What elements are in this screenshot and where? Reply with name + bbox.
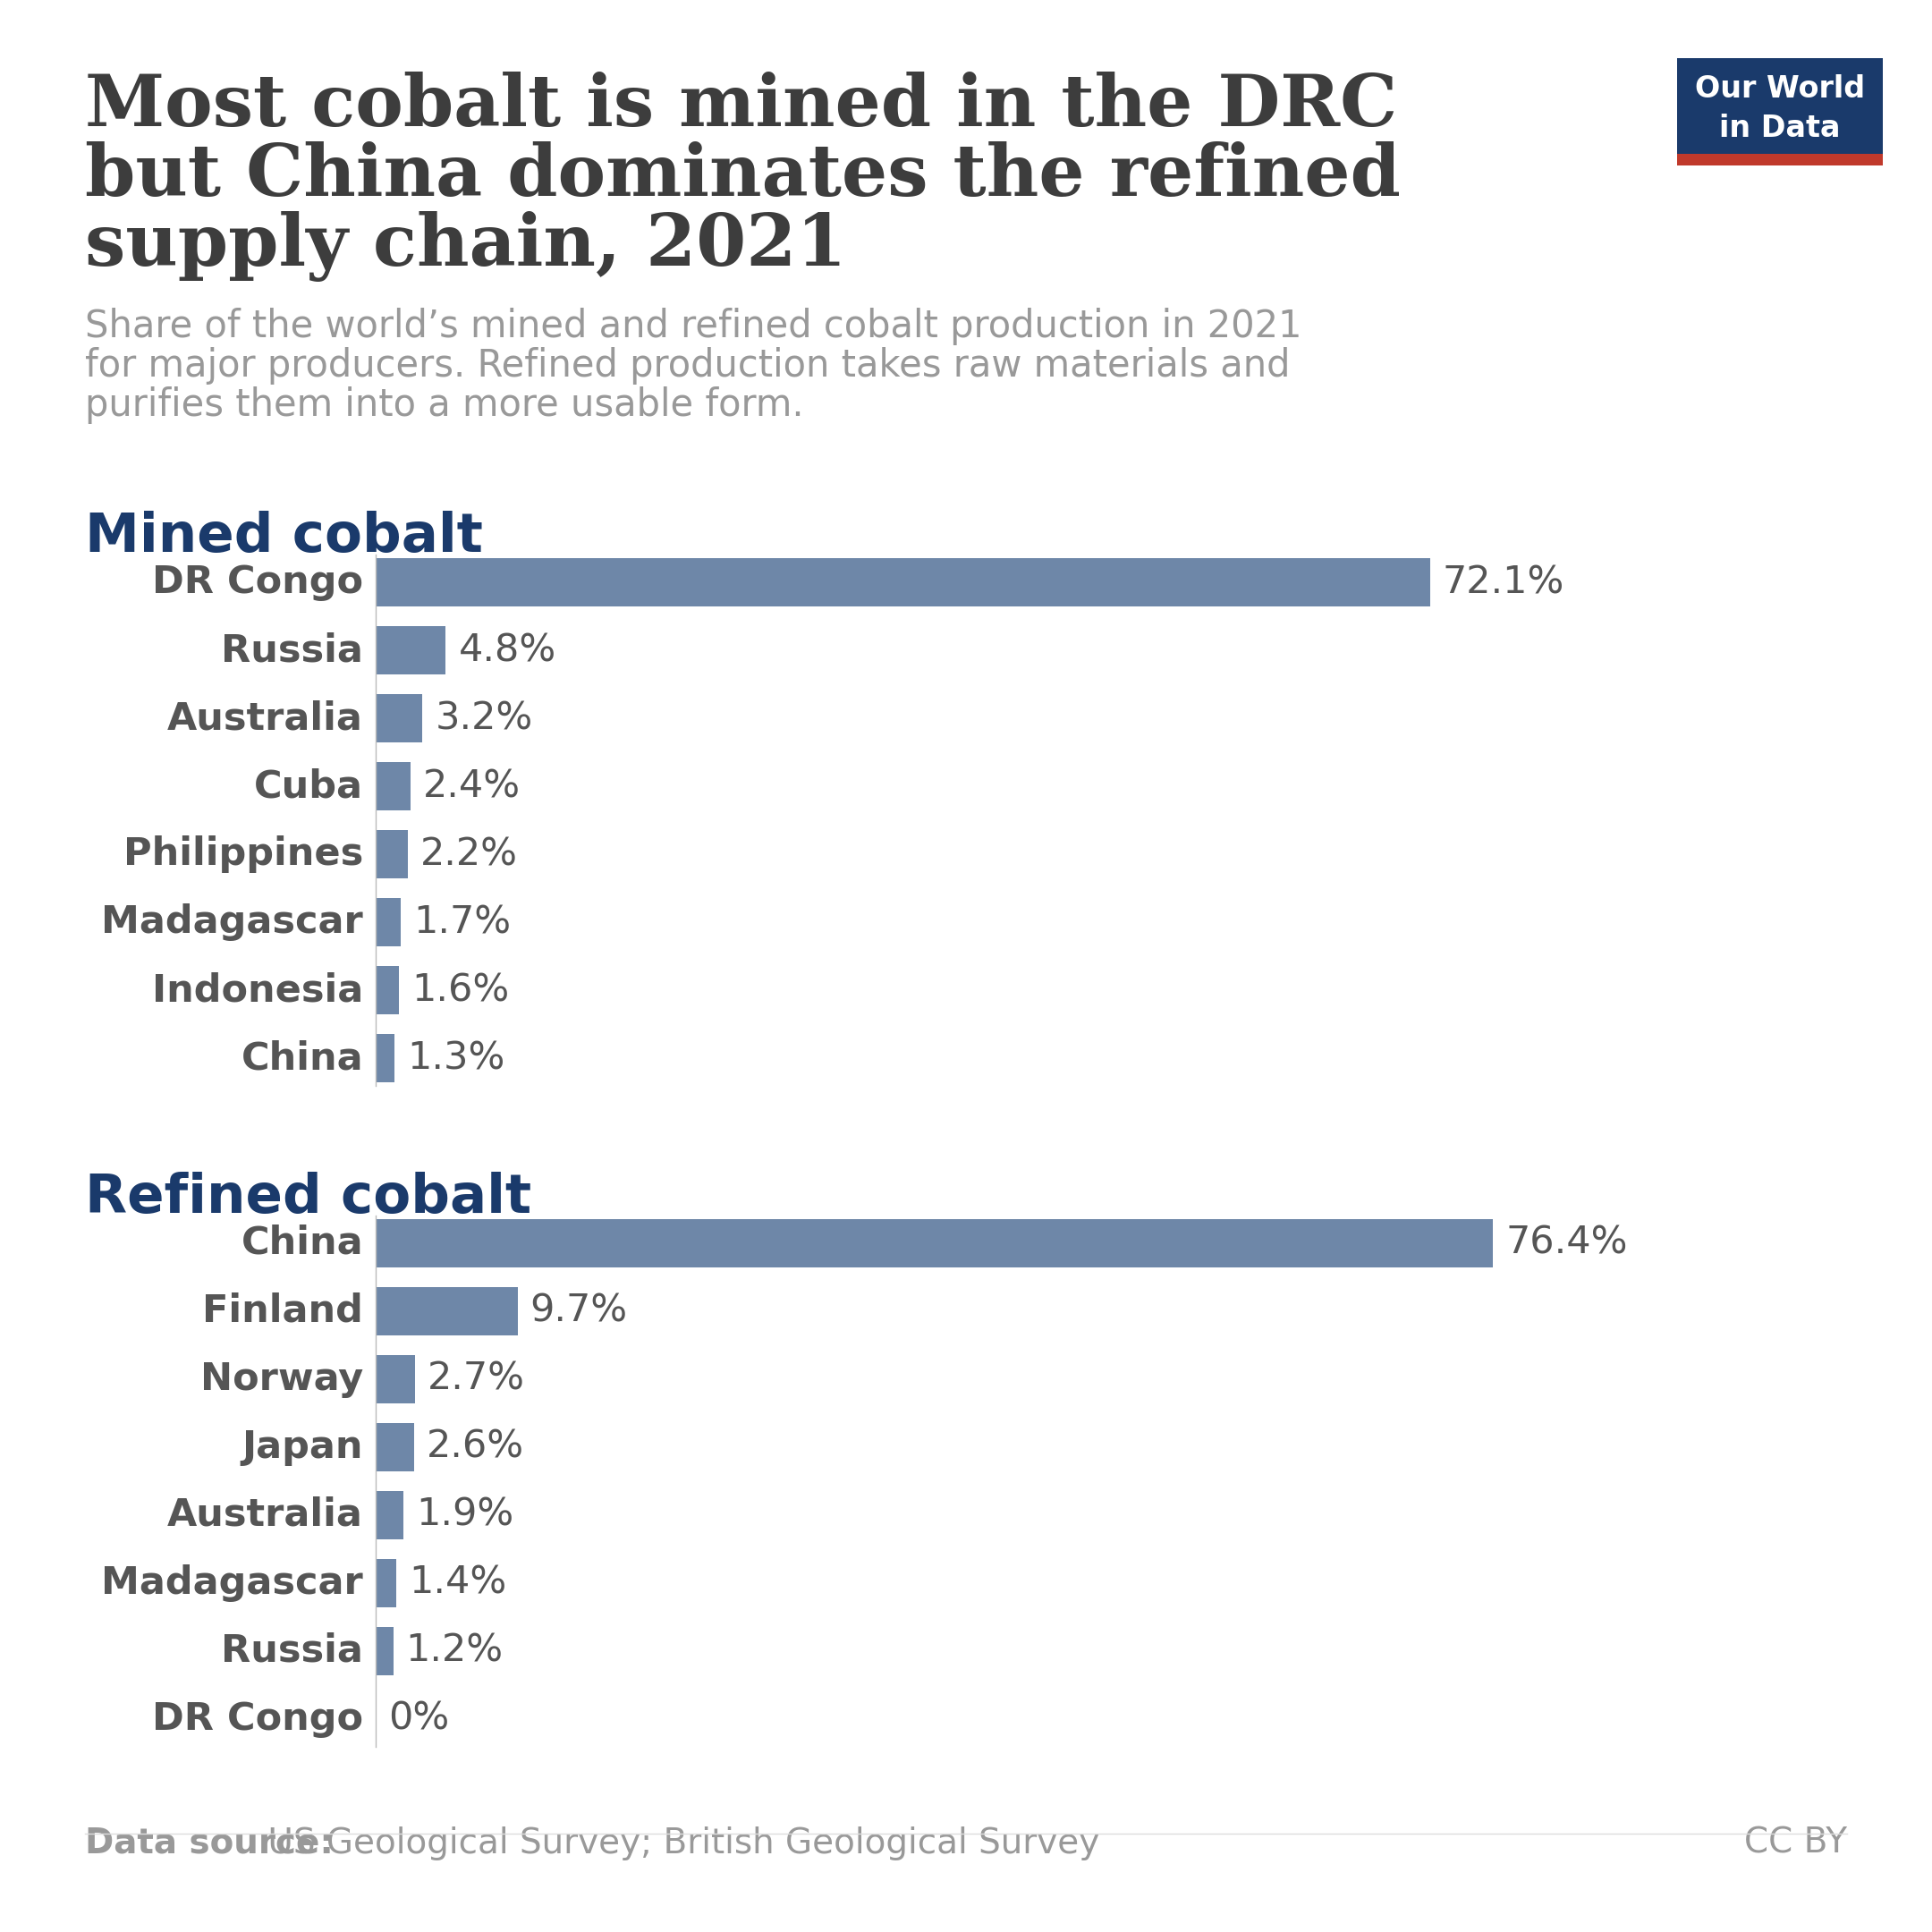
FancyBboxPatch shape — [1677, 155, 1884, 166]
FancyBboxPatch shape — [375, 558, 1430, 607]
Text: Madagascar: Madagascar — [100, 904, 363, 941]
Text: supply chain, 2021: supply chain, 2021 — [85, 211, 846, 282]
Text: 1.3%: 1.3% — [408, 1039, 504, 1076]
Text: Mined cobalt: Mined cobalt — [85, 510, 483, 564]
Text: China: China — [242, 1039, 363, 1076]
Text: in Data: in Data — [1719, 114, 1841, 143]
Text: China: China — [242, 1225, 363, 1262]
Text: Most cobalt is mined in the DRC: Most cobalt is mined in the DRC — [85, 71, 1397, 141]
Text: 9.7%: 9.7% — [529, 1293, 628, 1329]
Text: 2.7%: 2.7% — [427, 1360, 526, 1399]
FancyBboxPatch shape — [375, 1034, 394, 1082]
Text: Philippines: Philippines — [124, 835, 363, 873]
FancyBboxPatch shape — [375, 1627, 394, 1675]
Text: Russia: Russia — [220, 632, 363, 668]
FancyBboxPatch shape — [375, 898, 400, 947]
Text: Data source:: Data source: — [85, 1826, 334, 1861]
FancyBboxPatch shape — [375, 626, 446, 674]
FancyBboxPatch shape — [375, 831, 408, 879]
Text: Share of the world’s mined and refined cobalt production in 2021: Share of the world’s mined and refined c… — [85, 307, 1302, 346]
FancyBboxPatch shape — [375, 1287, 518, 1335]
FancyBboxPatch shape — [375, 1492, 404, 1540]
Text: Russia: Russia — [220, 1633, 363, 1669]
Text: 1.4%: 1.4% — [410, 1565, 506, 1602]
Text: but China dominates the refined: but China dominates the refined — [85, 141, 1401, 211]
Text: 1.6%: 1.6% — [412, 972, 510, 1009]
Text: Refined cobalt: Refined cobalt — [85, 1171, 531, 1225]
Text: 0%: 0% — [388, 1700, 450, 1739]
Text: Australia: Australia — [168, 699, 363, 736]
FancyBboxPatch shape — [375, 1354, 415, 1403]
Text: Madagascar: Madagascar — [100, 1565, 363, 1602]
Text: 76.4%: 76.4% — [1505, 1225, 1627, 1262]
Text: CC BY: CC BY — [1745, 1826, 1847, 1861]
Text: 2.2%: 2.2% — [421, 835, 518, 873]
Text: 2.6%: 2.6% — [427, 1428, 524, 1466]
Text: 1.2%: 1.2% — [406, 1633, 504, 1669]
Text: Cuba: Cuba — [253, 767, 363, 806]
Text: 1.7%: 1.7% — [413, 904, 510, 941]
FancyBboxPatch shape — [375, 966, 400, 1014]
Text: Norway: Norway — [201, 1360, 363, 1399]
Text: purifies them into a more usable form.: purifies them into a more usable form. — [85, 386, 804, 423]
Text: Australia: Australia — [168, 1497, 363, 1534]
FancyBboxPatch shape — [375, 1559, 396, 1607]
Text: DR Congo: DR Congo — [153, 1700, 363, 1739]
FancyBboxPatch shape — [375, 761, 412, 810]
FancyBboxPatch shape — [375, 694, 423, 742]
Text: DR Congo: DR Congo — [153, 564, 363, 601]
Text: 3.2%: 3.2% — [435, 699, 533, 736]
Text: 2.4%: 2.4% — [423, 767, 522, 806]
FancyBboxPatch shape — [1677, 58, 1884, 166]
Text: Japan: Japan — [242, 1428, 363, 1466]
Text: 4.8%: 4.8% — [458, 632, 556, 668]
Text: Our World: Our World — [1694, 73, 1864, 104]
Text: 1.9%: 1.9% — [415, 1497, 514, 1534]
Text: for major producers. Refined production takes raw materials and: for major producers. Refined production … — [85, 348, 1291, 384]
FancyBboxPatch shape — [375, 1424, 413, 1472]
Text: 72.1%: 72.1% — [1443, 564, 1565, 601]
Text: US Geological Survey; British Geological Survey: US Geological Survey; British Geological… — [257, 1826, 1099, 1861]
Text: Finland: Finland — [203, 1293, 363, 1329]
Text: Indonesia: Indonesia — [153, 972, 363, 1009]
FancyBboxPatch shape — [375, 1219, 1493, 1267]
